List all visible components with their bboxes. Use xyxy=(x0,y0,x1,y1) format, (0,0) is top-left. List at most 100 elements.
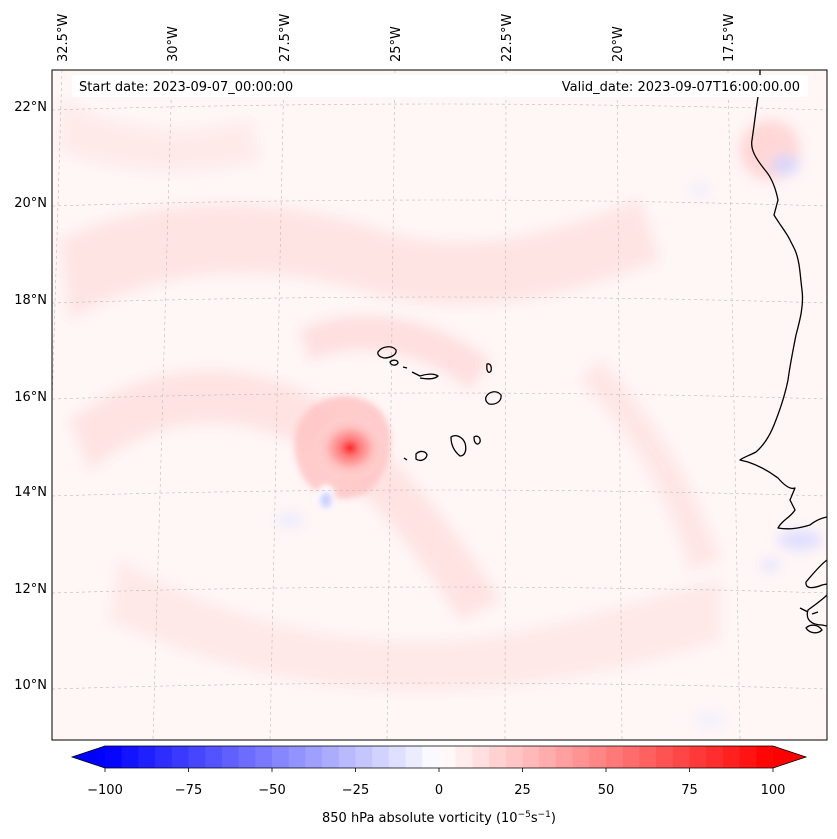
colorbar-segment xyxy=(121,746,139,768)
date-banner xyxy=(72,75,808,97)
colorbar-segment xyxy=(338,746,356,768)
lat-label: 10°N xyxy=(14,678,47,693)
colorbar-segment xyxy=(639,746,657,768)
colorbar-segment xyxy=(305,746,323,768)
latitude-gridline xyxy=(52,489,827,497)
colorbar-segment xyxy=(572,746,590,768)
colorbar-segment xyxy=(522,746,540,768)
colorbar-segment xyxy=(238,746,256,768)
longitude-gridline xyxy=(727,70,741,740)
colorbar-segment xyxy=(288,746,306,768)
longitude-gridline xyxy=(616,70,623,740)
cape-verde-boa-vista xyxy=(484,391,502,405)
longitude-gridline xyxy=(152,70,173,740)
latitude-gridline xyxy=(52,296,827,304)
colorbar-segments xyxy=(105,746,774,768)
colorbar-tick-label: −50 xyxy=(258,783,285,798)
colorbar-tick-label: 100 xyxy=(761,783,786,798)
africa-coastline xyxy=(739,70,827,627)
colorbar-segment xyxy=(756,746,774,768)
colorbar-segment xyxy=(422,746,440,768)
colorbar-ticks xyxy=(104,768,774,772)
colorbar-segment xyxy=(272,746,290,768)
lat-label: 20°N xyxy=(14,196,47,211)
cape-verde-maio xyxy=(473,435,481,445)
longitude-gridline xyxy=(504,70,507,740)
colorbar-tick-label: 25 xyxy=(514,783,531,798)
cape-verde-sao-vicente xyxy=(389,359,399,366)
lat-label: 18°N xyxy=(14,293,47,308)
valid-date-label: Valid_date: 2023-09-07T16:00:00.00 xyxy=(562,80,800,95)
cape-verde-sal xyxy=(486,363,492,373)
colorbar-segment xyxy=(255,746,273,768)
lon-label: 32.5°W xyxy=(56,14,71,62)
colorbar-segment xyxy=(555,746,574,768)
bijagos-islands xyxy=(799,607,823,634)
map-panel: Start date: 2023-09-07_00:00:00 Valid_da… xyxy=(14,14,828,741)
colorbar-tick-label: −25 xyxy=(342,783,369,798)
colorbar-segment xyxy=(656,746,674,768)
lat-label: 22°N xyxy=(14,100,47,115)
coastlines xyxy=(377,70,827,634)
lon-label: 25°W xyxy=(389,26,404,62)
cape-verde-santiago xyxy=(450,435,467,457)
colorbar-max-extension xyxy=(773,746,806,768)
colorbar-segment xyxy=(221,746,240,768)
map-frame xyxy=(51,69,828,741)
colorbar-segment xyxy=(388,746,407,768)
colorbar-segment xyxy=(606,746,624,768)
colorbar-tick-label: −75 xyxy=(175,783,202,798)
lat-label: 14°N xyxy=(14,485,47,500)
colorbar-segment xyxy=(706,746,724,768)
colorbar-segment xyxy=(405,746,423,768)
cape-verde-santo-antao xyxy=(377,346,397,359)
lon-label: 20°W xyxy=(611,26,626,62)
colorbar-segment xyxy=(689,746,707,768)
longitude-gridline xyxy=(269,70,285,740)
lon-label: 22.5°W xyxy=(500,14,515,62)
colorbar-segment xyxy=(489,746,507,768)
colorbar-segment xyxy=(722,746,741,768)
colorbar-segment xyxy=(505,746,523,768)
colorbar-tick-label: 50 xyxy=(598,783,615,798)
colorbar: −100 −75 −50 −25 0 25 50 75 100 850 hPa … xyxy=(70,745,808,826)
colorbar-segment xyxy=(455,746,473,768)
lat-label: 16°N xyxy=(14,390,47,405)
latitude-gridline xyxy=(52,103,827,111)
colorbar-segment xyxy=(372,746,390,768)
colorbar-segment xyxy=(138,746,156,768)
colorbar-tick-label: 0 xyxy=(435,783,443,798)
colorbar-segment xyxy=(188,746,206,768)
latitude-gridline xyxy=(52,586,827,594)
colorbar-segment xyxy=(622,746,640,768)
graticule xyxy=(52,70,827,740)
colorbar-segment xyxy=(739,746,757,768)
colorbar-title: 850 hPa absolute vorticity (10−5s−1) xyxy=(322,810,556,826)
lon-label: 30°W xyxy=(166,26,181,62)
lat-label: 12°N xyxy=(14,582,47,597)
colorbar-segment xyxy=(155,746,173,768)
colorbar-segment xyxy=(355,746,373,768)
colorbar-segment xyxy=(205,746,223,768)
colorbar-segment xyxy=(472,746,490,768)
colorbar-tick-label: 75 xyxy=(681,783,698,798)
cape-verde-sao-nicolau xyxy=(411,371,439,380)
cape-verde-brava xyxy=(403,457,408,461)
lon-label: 27.5°W xyxy=(278,14,293,62)
vortex-core xyxy=(312,414,388,482)
colorbar-segment xyxy=(105,746,123,768)
colorbar-min-extension xyxy=(72,746,105,768)
lon-label: 17.5°W xyxy=(722,14,737,62)
cape-verde-santa-luzia xyxy=(402,366,408,369)
colorbar-segment xyxy=(589,746,607,768)
latitude-labels: 22°N 20°N 18°N 16°N 14°N 12°N 10°N xyxy=(14,100,47,693)
colorbar-segment xyxy=(539,746,557,768)
longitude-gridline xyxy=(386,70,396,740)
longitude-labels: 32.5°W 30°W 27.5°W 25°W 22.5°W 20°W 17.5… xyxy=(56,14,737,62)
colorbar-segment xyxy=(322,746,340,768)
colorbar-segment xyxy=(672,746,690,768)
colorbar-segment xyxy=(439,746,457,768)
colorbar-segment xyxy=(171,746,189,768)
latitude-gridline xyxy=(52,199,827,207)
